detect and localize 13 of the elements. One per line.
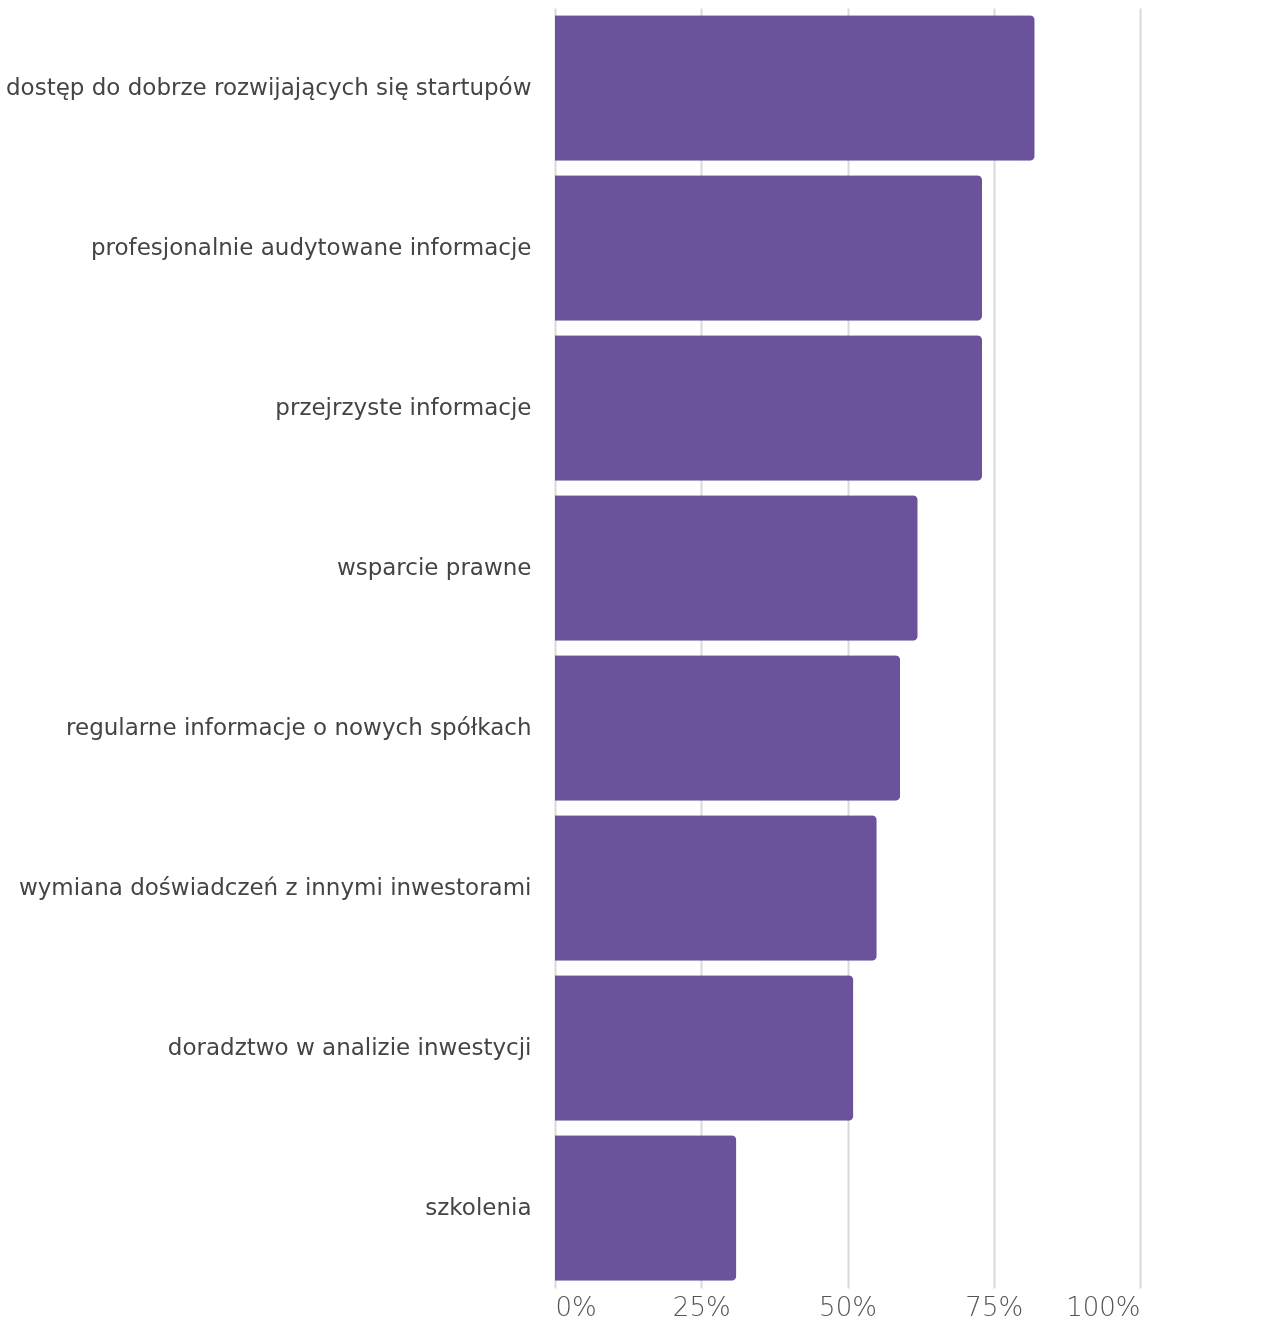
x-tick-label: 50% [819, 1291, 877, 1322]
x-tick-label: 100% [1066, 1291, 1141, 1322]
y-tick-label: wsparcie prawne [336, 554, 532, 580]
y-tick-label: profesjonalnie audytowane informacje [90, 234, 532, 260]
y-tick-label: doradztwo w analizie inwestycji [167, 1034, 532, 1060]
y-tick-label: wymiana doświadczeń z innymi inwestorami [18, 874, 532, 900]
x-tick-label: 25% [672, 1291, 731, 1322]
y-tick-label: dostęp do dobrze rozwijających się startupów [6, 74, 532, 100]
y-tick-label: regularne informacje o nowych spółkach [66, 714, 532, 740]
y-tick-label: przejrzyste informacje [275, 394, 532, 420]
x-tick-label: 0% [555, 1291, 597, 1322]
x-tick-label: 75% [965, 1291, 1024, 1322]
y-tick-label: szkolenia [425, 1194, 532, 1220]
